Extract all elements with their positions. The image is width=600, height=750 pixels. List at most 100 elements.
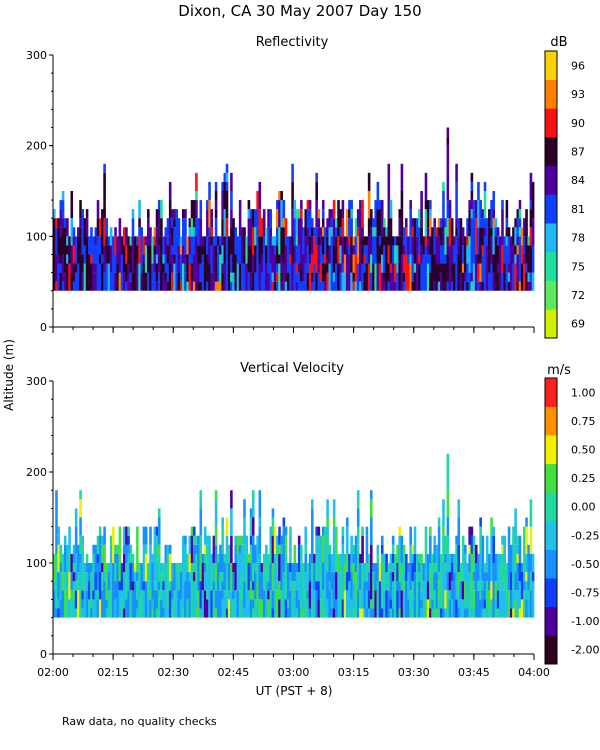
data-cell — [72, 263, 76, 282]
data-cell — [461, 263, 465, 273]
data-cell — [505, 245, 509, 273]
data-cell — [251, 490, 255, 500]
data-cell — [442, 218, 445, 246]
data-cell — [122, 245, 126, 264]
data-cell — [431, 254, 434, 282]
data-cell — [101, 263, 104, 291]
data-cell — [133, 236, 137, 264]
data-cell — [212, 563, 216, 582]
data-cell — [57, 526, 60, 536]
data-cell — [199, 218, 203, 246]
data-cell — [324, 281, 327, 291]
data-cell — [63, 590, 67, 618]
data-cell — [155, 281, 159, 291]
data-cell — [57, 254, 60, 264]
data-cell — [199, 245, 203, 264]
data-cell — [396, 581, 399, 591]
data-cell — [529, 499, 533, 509]
data-cell — [120, 236, 124, 255]
data-cell — [444, 218, 447, 228]
data-cell — [363, 245, 367, 255]
data-cell — [77, 590, 80, 618]
data-cell — [254, 572, 257, 591]
data-cell — [418, 553, 421, 563]
data-cell — [337, 200, 340, 228]
data-cell — [171, 218, 174, 228]
data-cell — [509, 590, 513, 609]
data-cell — [488, 254, 491, 273]
data-cell — [520, 572, 524, 600]
data-cell — [332, 236, 336, 246]
data-cell — [164, 590, 168, 609]
data-cell — [337, 236, 340, 264]
data-cell — [306, 581, 310, 591]
data-cell — [160, 218, 163, 237]
data-cell — [523, 254, 526, 264]
data-cell — [518, 581, 522, 609]
data-cell — [225, 535, 229, 554]
data-cell — [206, 590, 209, 600]
data-cell — [225, 553, 229, 582]
data-cell — [276, 272, 279, 282]
data-cell — [431, 227, 434, 255]
data-cell — [313, 590, 316, 618]
data-cell — [63, 227, 67, 255]
data-cell — [247, 272, 251, 291]
data-cell — [439, 572, 443, 582]
data-cell — [260, 563, 264, 573]
data-cell — [507, 563, 511, 591]
data-cell — [201, 245, 205, 255]
data-cell — [162, 608, 165, 618]
data-cell — [171, 209, 174, 219]
data-cell — [177, 563, 181, 582]
data-cell — [55, 490, 58, 518]
data-cell — [243, 236, 246, 264]
data-cell — [450, 553, 454, 563]
data-cell — [116, 553, 119, 563]
data-cell — [319, 227, 323, 237]
data-cell — [136, 263, 139, 291]
data-cell — [426, 254, 430, 264]
data-cell — [520, 599, 524, 618]
data-cell — [53, 581, 56, 591]
data-cell — [300, 599, 303, 618]
data-cell — [494, 563, 498, 582]
data-cell — [378, 245, 382, 264]
data-cell — [420, 227, 423, 246]
data-cell — [289, 563, 292, 573]
data-cell — [448, 272, 452, 291]
data-cell — [153, 526, 157, 536]
data-cell — [53, 272, 56, 291]
data-cell — [72, 553, 76, 563]
data-cell — [405, 608, 408, 618]
data-cell — [260, 572, 264, 600]
data-cell — [468, 236, 471, 246]
data-cell — [125, 281, 128, 291]
data-cell — [350, 563, 353, 573]
data-cell — [302, 236, 305, 255]
data-cell — [514, 572, 517, 591]
data-cell — [446, 281, 450, 291]
data-cell — [81, 563, 85, 573]
data-cell — [192, 209, 196, 228]
data-cell — [363, 563, 367, 582]
data-cell — [90, 254, 93, 264]
data-cell — [256, 227, 259, 237]
data-cell — [365, 526, 369, 536]
data-cell — [367, 191, 371, 219]
colorbar-label: 84 — [571, 174, 585, 187]
data-cell — [446, 572, 450, 582]
data-cell — [249, 218, 253, 246]
data-cell — [531, 553, 535, 573]
data-cell — [184, 590, 187, 618]
data-cell — [470, 218, 474, 246]
data-cell — [396, 236, 399, 246]
data-cell — [490, 563, 493, 582]
data-cell — [310, 227, 314, 237]
data-cell — [243, 608, 246, 618]
data-cell — [122, 572, 126, 600]
data-cell — [389, 608, 393, 618]
data-cell — [83, 245, 87, 264]
data-cell — [206, 218, 209, 237]
data-cell — [429, 209, 432, 219]
